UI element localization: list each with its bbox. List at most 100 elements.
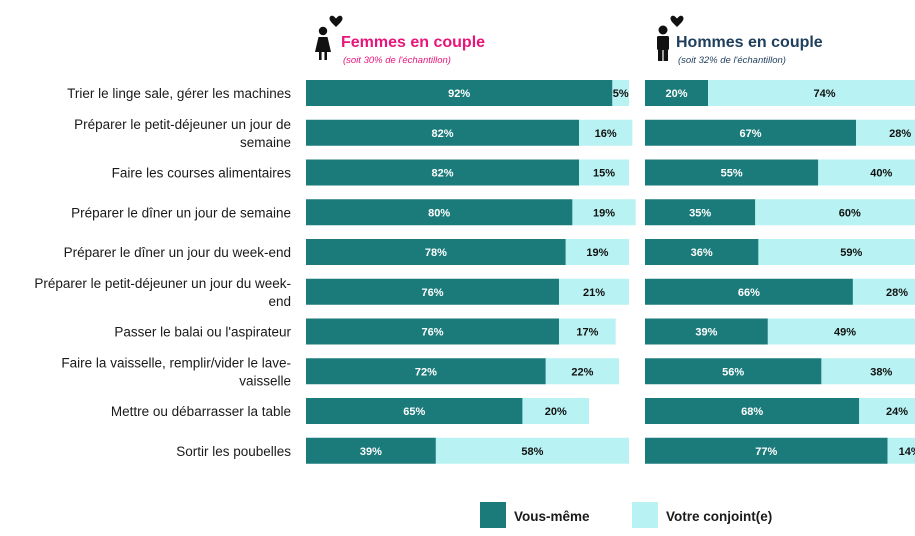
category-label: Préparer le dîner un jour du week-end <box>64 245 291 260</box>
bar-label-self: 39% <box>695 327 717 339</box>
bar-label-partner: 19% <box>593 207 615 219</box>
bar-label-partner: 5% <box>613 88 629 100</box>
bar-self <box>306 358 546 385</box>
category-label: Trier le linge sale, gérer les machines <box>67 86 291 101</box>
bar-label-self: 65% <box>403 406 425 418</box>
men-subtitle: (soit 32% de l'échantillon) <box>678 55 786 66</box>
bar-label-self: 82% <box>432 168 454 180</box>
bar-partner <box>545 358 620 385</box>
bar-partner <box>708 80 915 106</box>
bar-label-self: 67% <box>740 128 762 140</box>
bar-partner <box>821 358 915 385</box>
bar-self <box>306 318 560 345</box>
category-label: Faire les courses alimentaires <box>112 166 292 181</box>
man-icon <box>657 25 669 61</box>
bar-label-self: 82% <box>432 128 454 140</box>
category-label: Sortir les poubelles <box>176 444 291 459</box>
legend-label-partner: Votre conjoint(e) <box>666 509 772 524</box>
category-label: Passer le balai ou l'aspirateur <box>114 325 291 340</box>
bar-label-partner: 28% <box>889 128 911 140</box>
bar-label-partner: 15% <box>593 168 615 180</box>
bars: 92% 5% 82% 16% 82% 15% 80% 19% 78% 19% 76% 21% 76% 17… <box>306 80 915 464</box>
bar-label-self: 77% <box>755 446 777 458</box>
bar-partner <box>767 318 915 345</box>
woman-icon <box>315 26 331 60</box>
bar-label-partner: 40% <box>870 168 892 180</box>
bar-self <box>645 398 860 424</box>
men-header: Hommes en couple (soit 32% de l'échantil… <box>657 15 823 66</box>
bar-label-self: 72% <box>415 366 437 378</box>
bar-self <box>306 119 580 146</box>
bar-partner <box>818 159 915 186</box>
bar-self <box>645 437 888 464</box>
bar-label-self: 76% <box>422 327 444 339</box>
bar-self <box>645 119 857 146</box>
bar-partner <box>435 437 630 464</box>
bar-self <box>645 318 768 345</box>
bar-label-partner: 24% <box>886 406 908 418</box>
bar-label-partner: 58% <box>521 446 543 458</box>
bar-partner <box>559 318 616 345</box>
bar-label-partner: 74% <box>814 88 836 100</box>
bar-partner <box>612 80 630 106</box>
bar-partner <box>522 398 590 424</box>
bar-label-partner: 59% <box>840 247 862 259</box>
bar-label-partner: 20% <box>545 406 567 418</box>
women-header: Femmes en couple (soit 30% de l'échantil… <box>315 15 485 66</box>
bar-label-self: 76% <box>422 287 444 299</box>
bar-partner <box>559 278 630 305</box>
bar-label-partner: 60% <box>839 207 861 219</box>
category-label: Mettre ou débarrasser la table <box>111 404 291 419</box>
bar-label-self: 92% <box>448 88 470 100</box>
bar-label-self: 68% <box>741 406 763 418</box>
bar-self <box>306 437 436 464</box>
bar-partner <box>755 199 915 226</box>
bar-self <box>306 278 560 305</box>
bar-self <box>645 278 853 305</box>
bar-partner <box>572 199 636 226</box>
bar-self <box>645 358 822 385</box>
bar-partner <box>579 159 630 186</box>
bar-label-partner: 22% <box>571 366 593 378</box>
bar-label-partner: 21% <box>583 287 605 299</box>
bar-label-self: 80% <box>428 207 450 219</box>
bar-label-partner: 16% <box>595 128 617 140</box>
category-label: Faire la vaisselle, remplir/vider le lav… <box>61 355 291 388</box>
bar-partner <box>887 437 915 464</box>
bar-partner <box>579 119 633 146</box>
bar-label-partner: 14% <box>899 446 915 458</box>
women-title: Femmes en couple <box>341 34 485 51</box>
category-label: Préparer le dîner un jour de semaine <box>71 205 291 220</box>
legend-swatch-self <box>480 502 506 528</box>
category-labels: Trier le linge sale, gérer les machines P… <box>34 86 291 459</box>
bar-self <box>306 80 613 106</box>
bar-self <box>645 159 819 186</box>
bar-self <box>645 80 708 106</box>
bar-label-self: 66% <box>738 287 760 299</box>
women-subtitle: (soit 30% de l'échantillon) <box>343 55 451 66</box>
legend-swatch-partner <box>632 502 658 528</box>
bar-partner <box>758 239 915 265</box>
category-label: Préparer le petit-déjeuner un jour du we… <box>34 276 291 309</box>
bar-self <box>306 199 573 226</box>
bar-label-partner: 38% <box>870 366 892 378</box>
bar-label-partner: 49% <box>834 327 856 339</box>
category-label: Préparer le petit-déjeuner un jour de sem… <box>74 117 291 150</box>
bar-label-self: 78% <box>425 247 447 259</box>
legend: Vous-même Votre conjoint(e) <box>480 502 772 528</box>
bar-label-self: 36% <box>691 247 713 259</box>
bar-partner <box>859 398 915 424</box>
bar-self <box>306 398 523 424</box>
bar-partner <box>856 119 915 146</box>
bar-label-partner: 19% <box>586 247 608 259</box>
bar-label-partner: 28% <box>886 287 908 299</box>
bar-label-self: 39% <box>360 446 382 458</box>
bar-partner <box>852 278 915 305</box>
bar-label-self: 20% <box>665 88 687 100</box>
bar-self <box>306 239 566 265</box>
bar-label-self: 35% <box>689 207 711 219</box>
bar-label-partner: 17% <box>576 327 598 339</box>
bar-label-self: 56% <box>722 366 744 378</box>
heart-icon <box>670 15 684 27</box>
